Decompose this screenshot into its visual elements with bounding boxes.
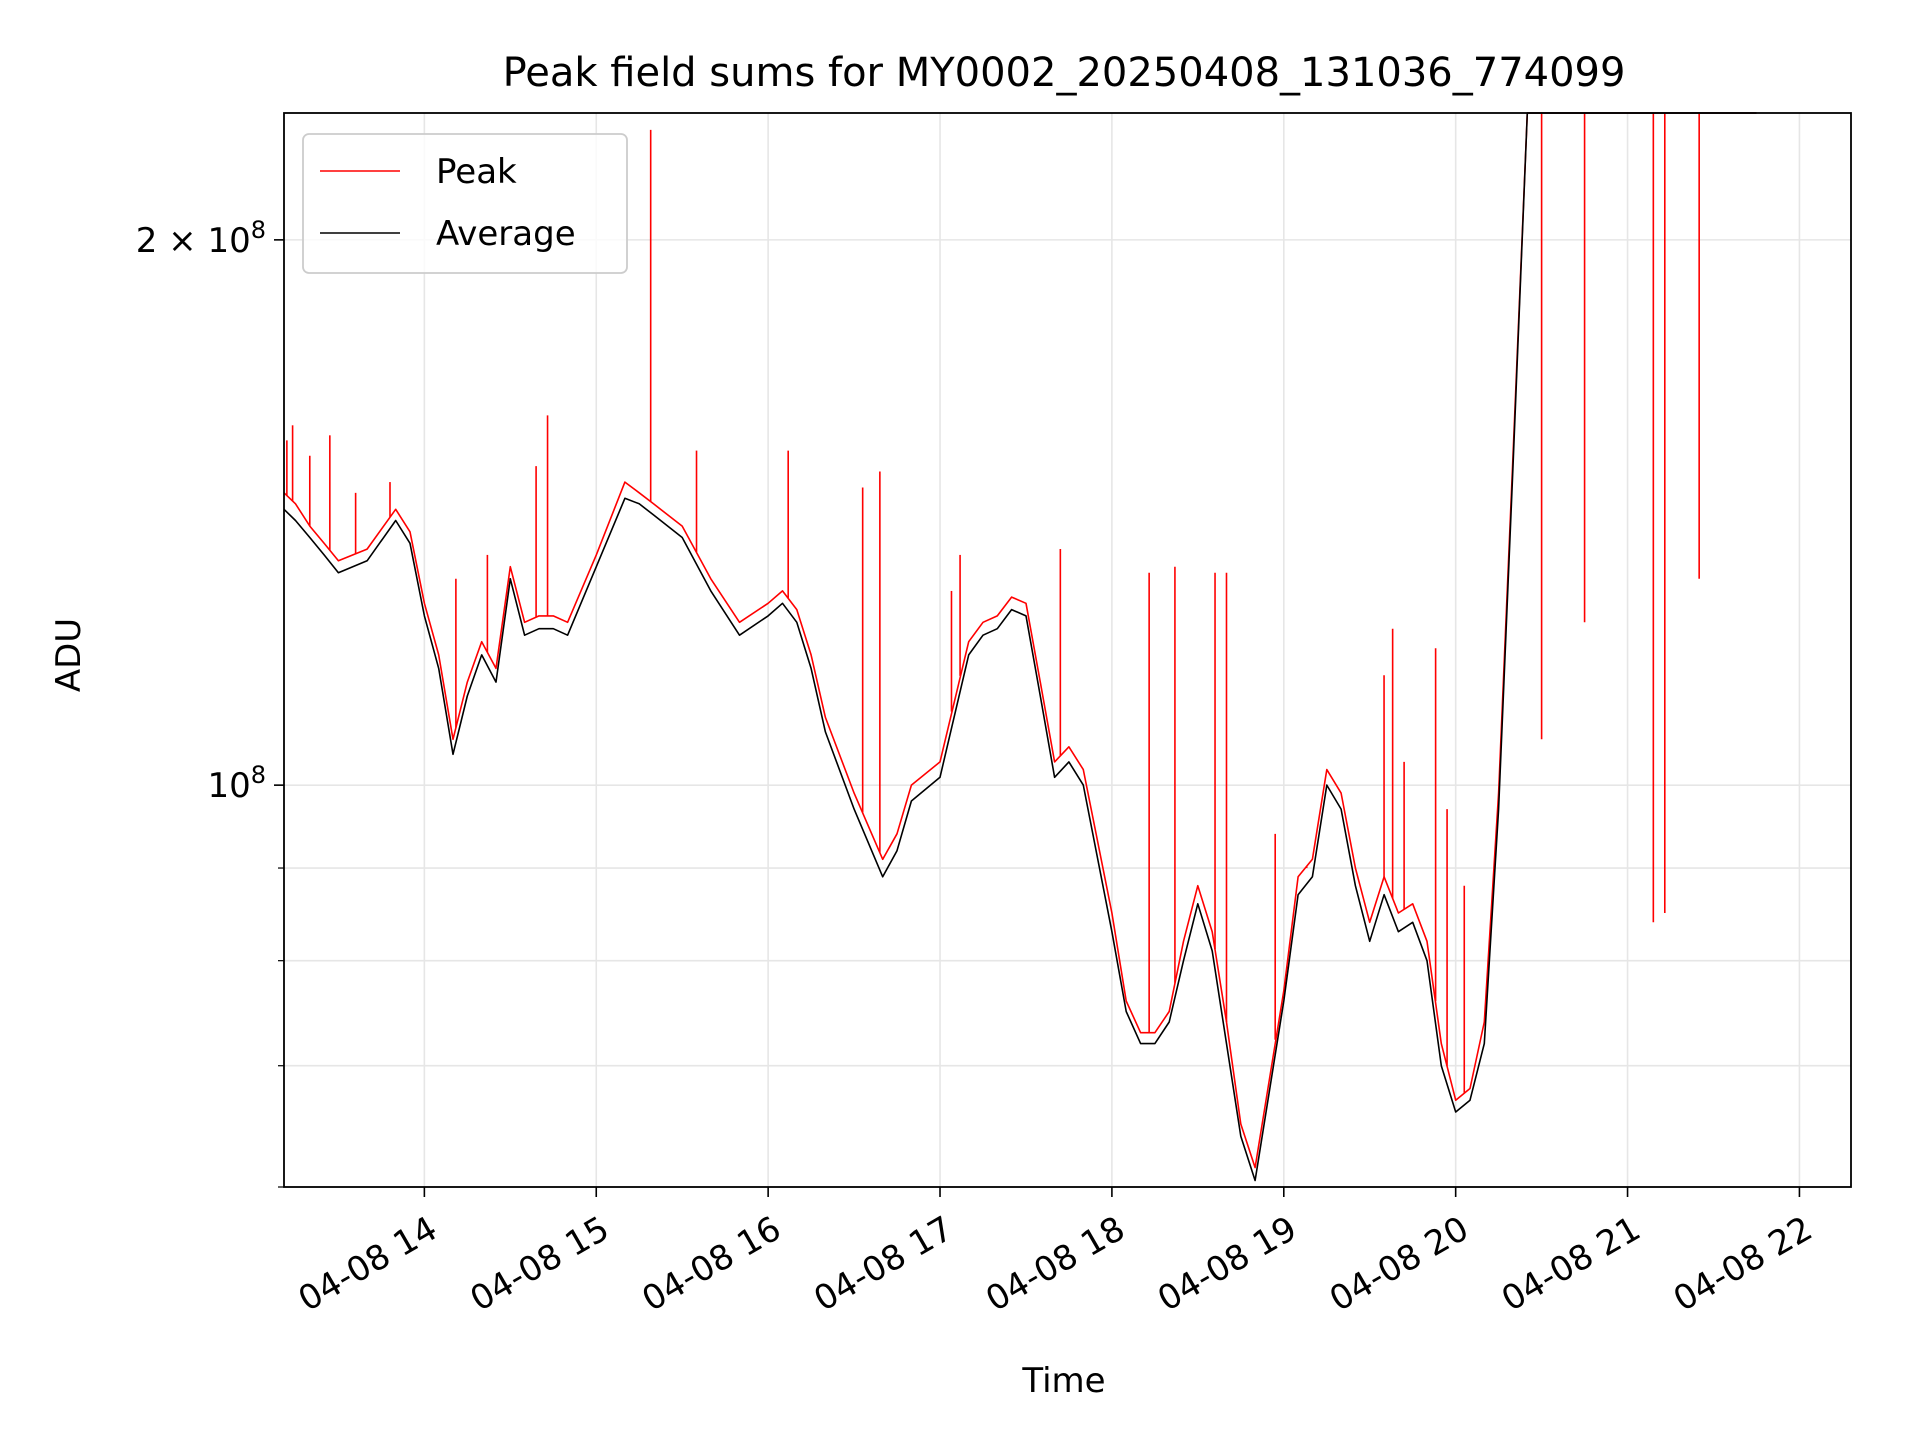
legend: Peak Average (302, 133, 628, 274)
legend-label-peak: Peak (436, 152, 517, 192)
legend-label-average: Average (436, 214, 576, 254)
plot-frame (283, 112, 1852, 1188)
y-axis: 108 2 × 108 (136, 216, 284, 1188)
legend-box (302, 133, 628, 274)
series-layer (283, 112, 1757, 1182)
y-tick-label: 108 (207, 761, 266, 806)
x-axis-label: Time (1021, 1361, 1105, 1401)
chart-title: Peak field sums for MY0002_20250408_1310… (503, 50, 1626, 96)
y-tick-label: 2 × 108 (136, 216, 266, 261)
y-axis-label: ADU (49, 618, 89, 692)
